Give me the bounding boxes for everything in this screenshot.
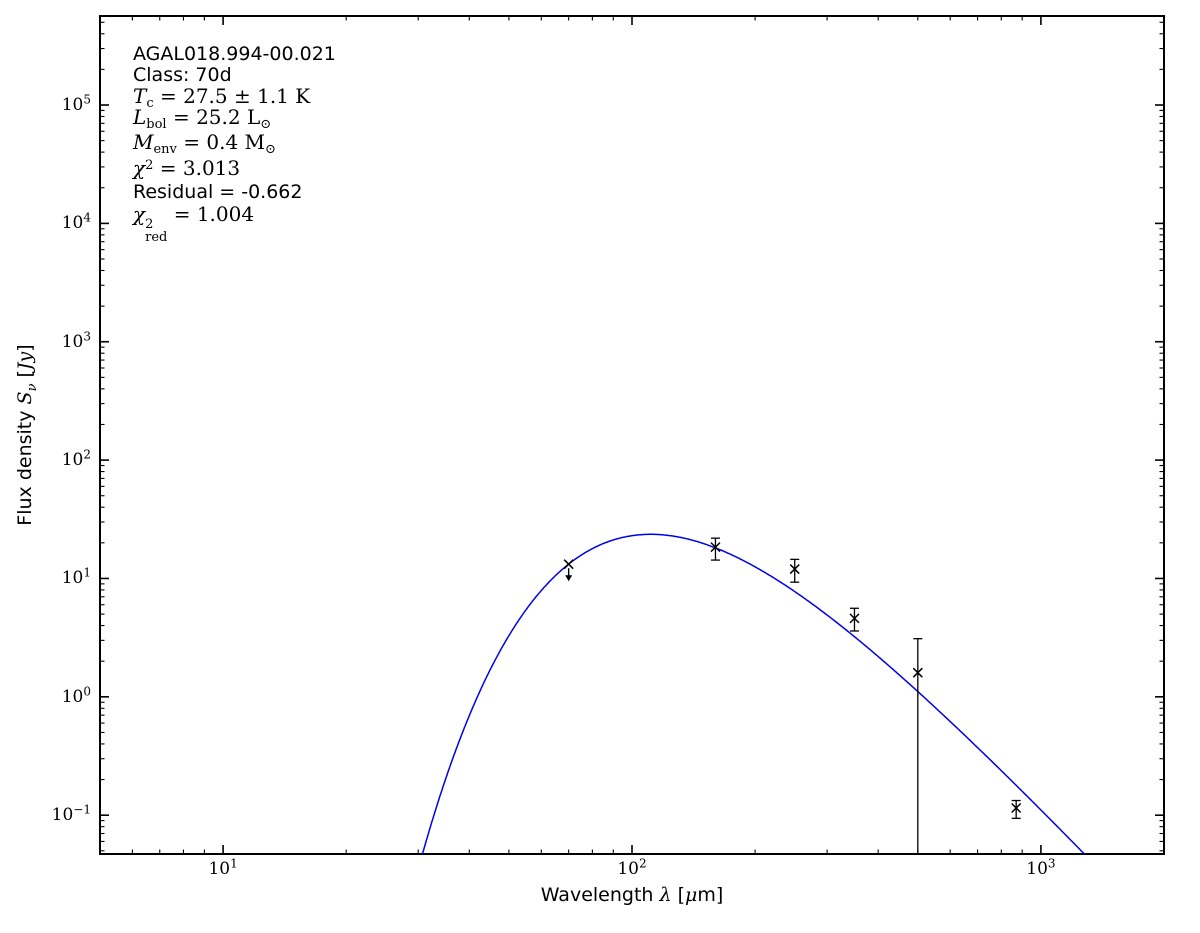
chi2-exponent: 2 [145, 158, 154, 174]
annotation-class: Class: 70d [133, 64, 232, 86]
y-tick-label: 101 [61, 565, 91, 589]
y-label-mid: [ [14, 370, 37, 384]
data-point-70um [563, 559, 574, 582]
tc-value: = 27.5 ± 1.1 K [153, 84, 311, 108]
x-marker [563, 559, 574, 570]
y-tick-label: 103 [61, 329, 91, 352]
x-tick-label: 102 [617, 856, 647, 879]
jy-unit: Jy [14, 351, 37, 371]
menv-subscript: env [153, 141, 177, 157]
x-label-suffix: m] [697, 884, 724, 906]
y-tick-label: 102 [61, 447, 91, 471]
lambda-symbol: λ [659, 884, 672, 906]
chi2red-supsub: 2 red [145, 216, 168, 246]
x-marker [849, 613, 860, 624]
data-point-500um [912, 638, 923, 854]
tc-symbol: T [133, 84, 147, 108]
chi2-symbol: χ [133, 156, 146, 180]
photometry-points-group [563, 537, 1022, 854]
y-tick-label: 10−1 [51, 802, 91, 826]
x-marker [789, 564, 800, 575]
plot-frame [99, 15, 1165, 855]
y-label-prefix: Flux density [14, 404, 37, 526]
lbol-value: = 25.2 L [166, 105, 261, 129]
annotation-menv: Menv = 0.4 M⊙ [133, 132, 276, 156]
annotation-chi2red: χ 2 red = 1.004 [133, 204, 254, 245]
chi2red-subscript: red [145, 230, 168, 246]
chi2-value: = 3.013 [153, 156, 241, 180]
x-marker [710, 542, 721, 553]
x-label-mid: [ [671, 884, 685, 906]
nu-subscript: ν [24, 383, 40, 392]
annotation-lbol: Lbol = 25.2 L⊙ [133, 107, 271, 131]
lbol-subscript: bol [146, 116, 167, 132]
menv-sun-symbol: ⊙ [265, 141, 276, 157]
mu-symbol: μ [684, 884, 698, 906]
x-axis-label: Wavelength λ [μm] [541, 884, 724, 906]
data-point-350um [849, 607, 860, 632]
chi2red-exponent: 2 [145, 216, 154, 232]
chi2red-value: = 1.004 [167, 202, 255, 226]
x-tick-label: 101 [208, 856, 238, 879]
annotation-chi2: χ2 = 3.013 [133, 158, 240, 178]
x-marker [912, 667, 923, 678]
y-tick-label: 100 [61, 684, 91, 707]
lbol-symbol: L [133, 105, 147, 129]
menv-symbol: M [133, 130, 154, 154]
data-point-250um [789, 558, 800, 583]
data-point-870um [1011, 799, 1022, 820]
model-curve-group [421, 533, 1086, 854]
y-tick-label: 105 [61, 92, 91, 115]
x-label-prefix: Wavelength [540, 884, 660, 906]
tc-subscript: c [146, 95, 154, 111]
x-tick-label: 103 [1026, 856, 1056, 879]
greybody-fit-curve [421, 533, 1086, 854]
menv-value: = 0.4 M [176, 130, 266, 154]
data-point-160um [710, 537, 721, 561]
chi2red-symbol: χ [133, 202, 146, 226]
annotation-source-name: AGAL018.994-00.021 [133, 43, 336, 65]
y-axis-label: Flux density Sν [Jy] [14, 344, 40, 525]
y-tick-label: 104 [61, 210, 91, 234]
upper-limit-arrow [565, 575, 573, 582]
flux-symbol: S [14, 391, 37, 405]
x-marker [1011, 802, 1022, 814]
annotation-residual: Residual = -0.662 [133, 181, 303, 203]
annotation-tc: Tc = 27.5 ± 1.1 K [133, 86, 310, 110]
y-label-suffix: ] [14, 344, 37, 352]
lbol-sun-symbol: ⊙ [260, 116, 272, 132]
